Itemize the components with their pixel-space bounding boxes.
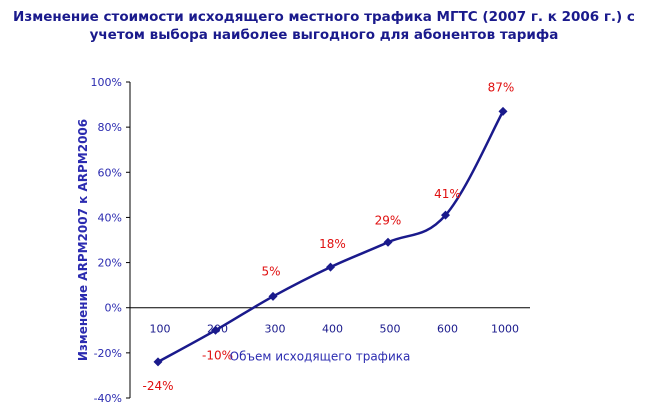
data-label: -24%: [142, 379, 173, 393]
y-tick-label: -40%: [94, 392, 122, 405]
data-markers: [153, 106, 508, 367]
x-tick-label: 100: [150, 323, 171, 336]
data-point-marker: [383, 237, 393, 247]
x-tick-label: 400: [322, 323, 343, 336]
x-tick-label: 1000: [491, 323, 519, 336]
y-tick-label: 20%: [98, 257, 122, 270]
data-point-marker: [326, 262, 335, 272]
data-point-marker: [153, 357, 163, 367]
y-tick-label: 0%: [105, 302, 122, 315]
data-point-marker: [211, 325, 220, 335]
y-axis-label: Изменение ARPM2007 к ARPM2006: [76, 119, 90, 361]
x-tick-labels: 1002003004005006001000: [150, 323, 520, 336]
data-point-marker: [498, 106, 508, 116]
x-tick-label: 300: [265, 323, 286, 336]
y-tick-labels: 100% 80% 60% 40% 20% 0% -20% -40%: [91, 76, 130, 405]
data-label: 29%: [375, 213, 402, 227]
data-label: 41%: [434, 187, 461, 201]
data-label: 87%: [488, 80, 515, 94]
data-label: -10%: [202, 348, 233, 362]
data-point-marker: [441, 210, 450, 220]
x-tick-label: 500: [380, 323, 401, 336]
y-tick-label: -20%: [94, 347, 122, 360]
y-tick-label: 80%: [98, 121, 122, 134]
data-label: 5%: [261, 264, 280, 278]
y-tick-label: 100%: [91, 76, 122, 89]
y-tick-label: 40%: [98, 211, 122, 224]
chart-title: Изменение стоимости исходящего местного …: [0, 8, 648, 44]
data-labels: -24% -10% 5% 18% 29% 41% 87%: [142, 80, 514, 393]
x-axis-label: Объем исходящего трафика: [230, 350, 411, 364]
y-tick-label: 60%: [98, 166, 122, 179]
data-point-marker: [268, 291, 278, 301]
axes: [129, 82, 530, 398]
data-label: 18%: [319, 237, 346, 251]
chart-title-line-1: Изменение стоимости исходящего местного …: [13, 9, 635, 25]
chart-title-line-2: учетом выбора наиболее выгодного для або…: [89, 27, 559, 43]
x-tick-label: 600: [437, 323, 458, 336]
